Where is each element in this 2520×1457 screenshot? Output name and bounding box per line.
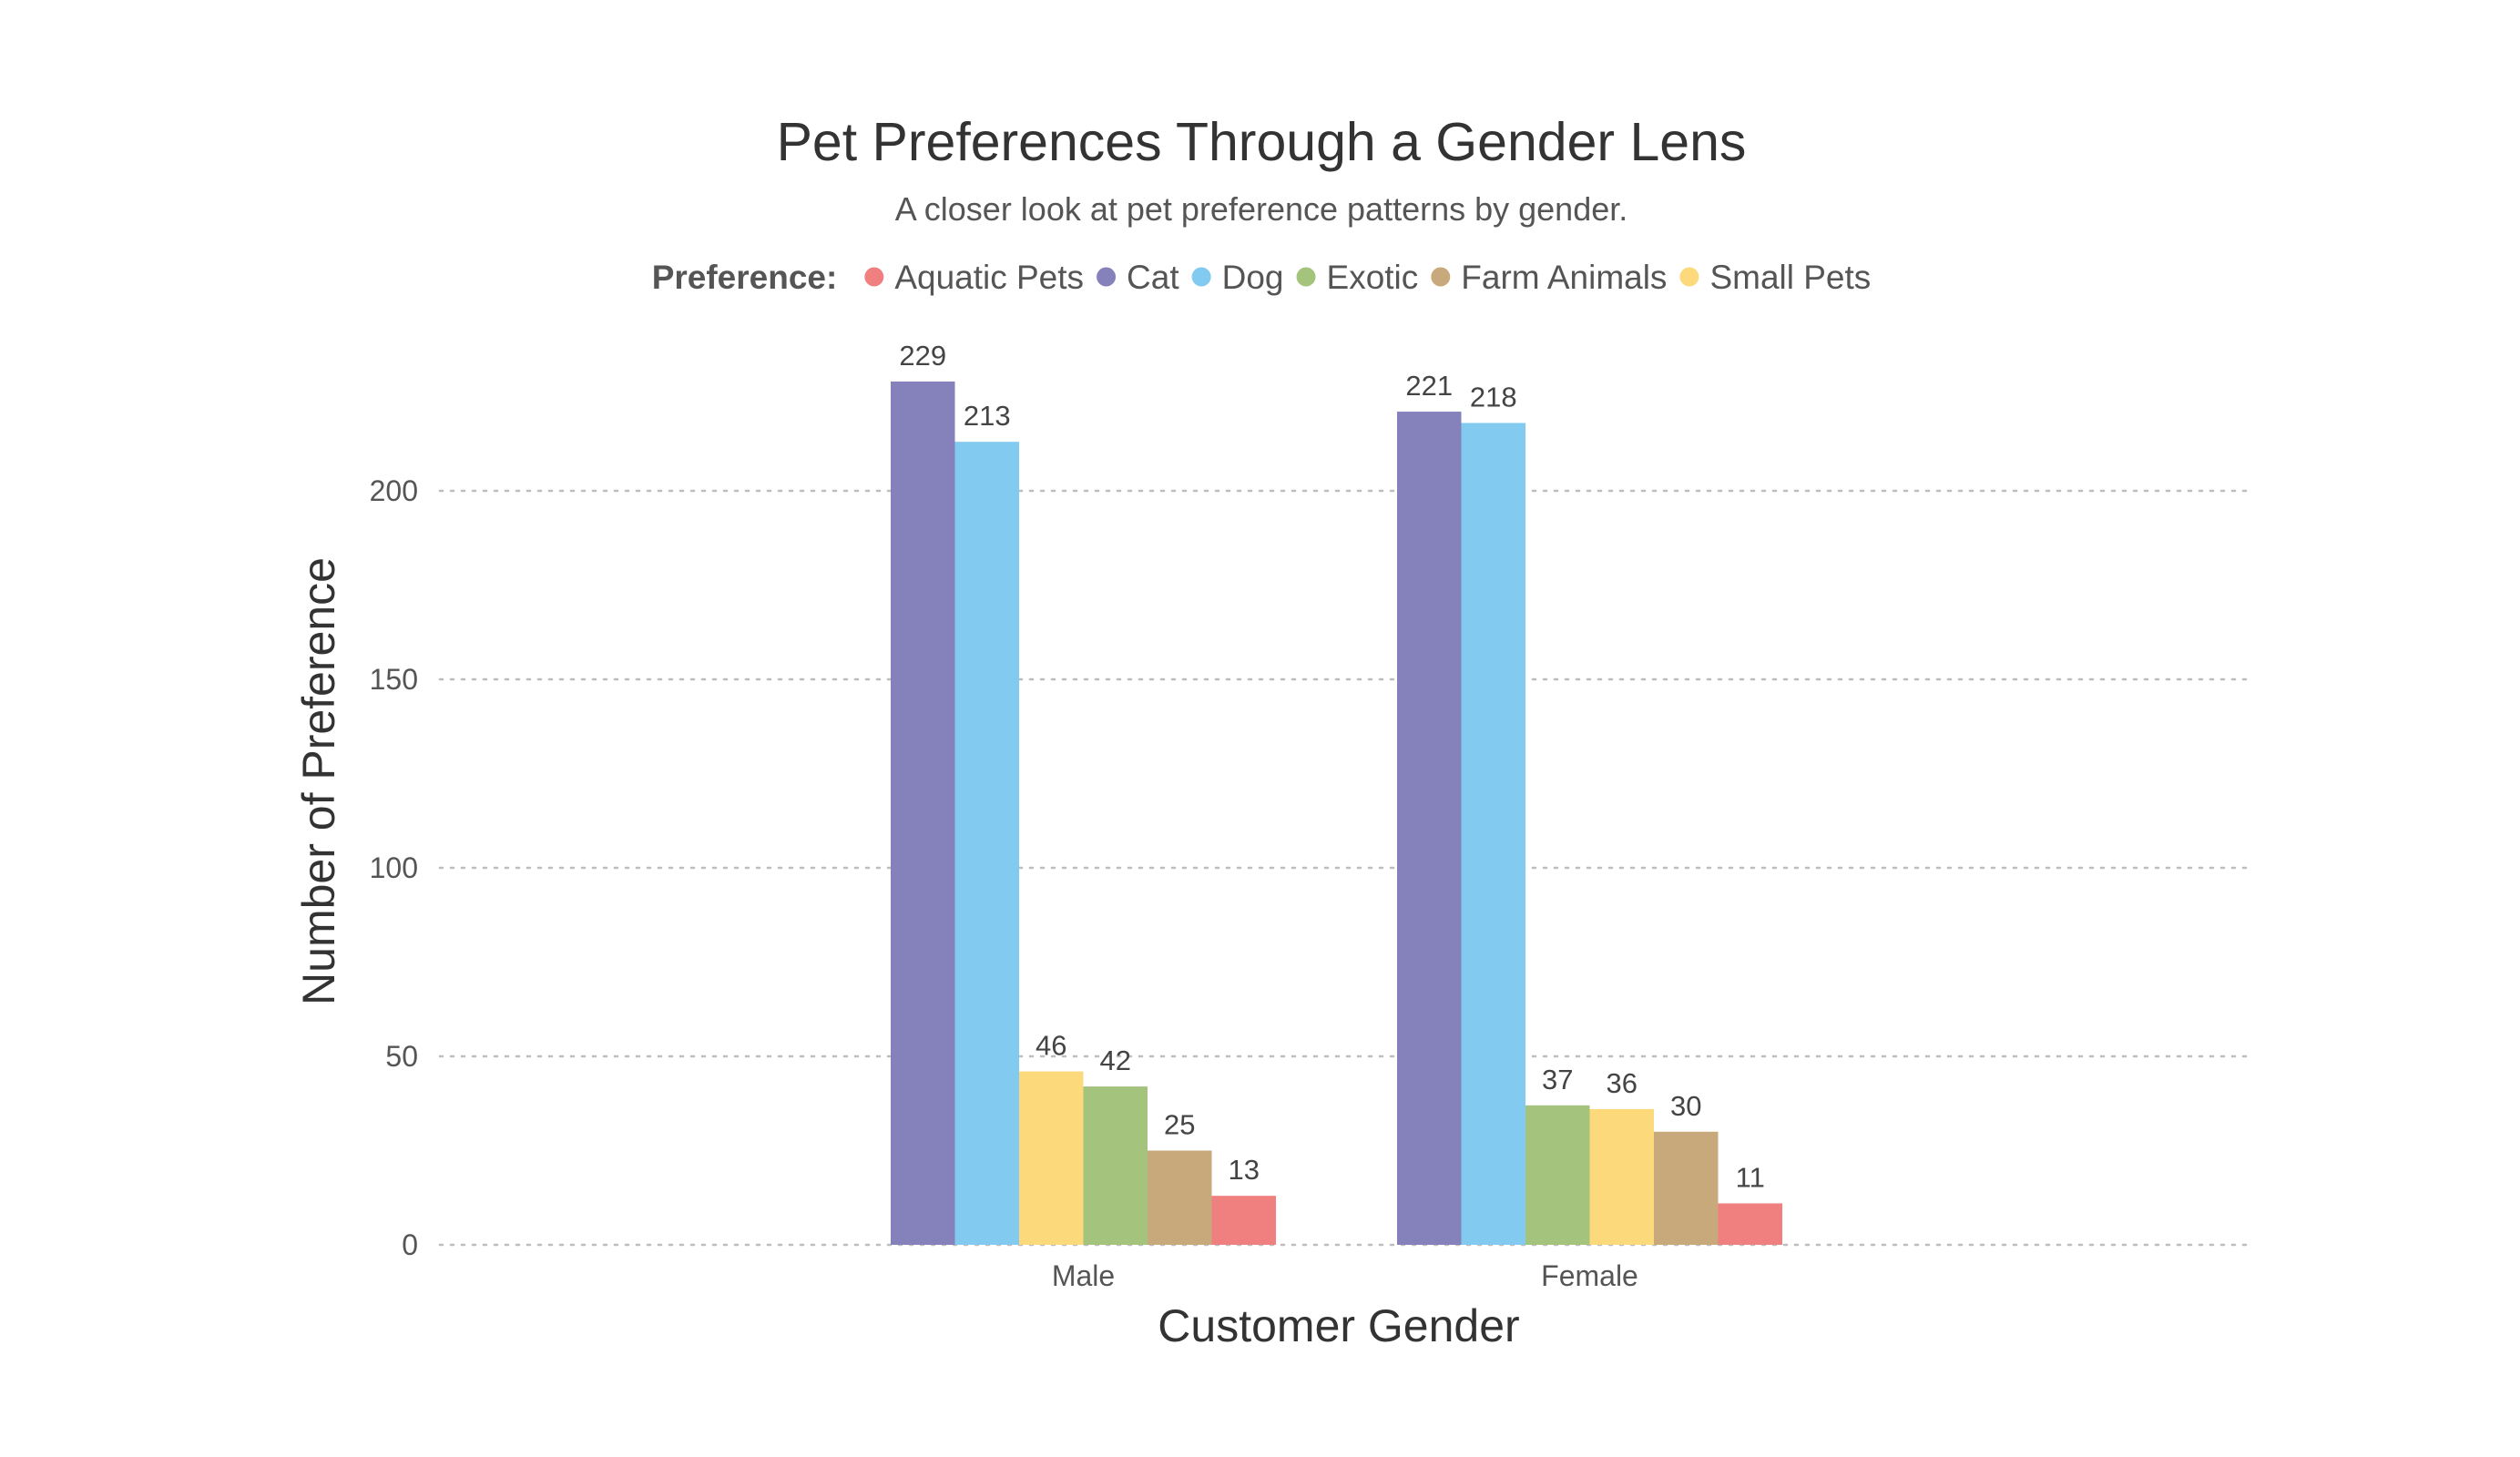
legend: Preference: Aquatic Pets Cat Dog Exotic Farm… bbox=[652, 259, 1872, 296]
data-label-female-exotic: 37 bbox=[1542, 1064, 1573, 1095]
data-label-female-farm-animals: 30 bbox=[1670, 1090, 1701, 1122]
legend-item-aquatic-pets[interactable]: Aquatic Pets bbox=[894, 259, 1084, 296]
bar-female-small-pets bbox=[1589, 1108, 1654, 1245]
x-axis-title: Customer Gender bbox=[1158, 1300, 1519, 1351]
x-tick-label-male: Male bbox=[1052, 1259, 1115, 1292]
bar-male-exotic bbox=[1083, 1086, 1148, 1245]
legend-marker-dog bbox=[1191, 267, 1211, 287]
bars bbox=[891, 381, 1782, 1246]
legend-marker-small-pets bbox=[1679, 267, 1699, 287]
data-label-male-exotic: 42 bbox=[1100, 1044, 1131, 1076]
legend-marker-aquatic-pets bbox=[864, 267, 884, 287]
chart-title: Pet Preferences Through a Gender Lens bbox=[777, 112, 1747, 172]
data-label-female-small-pets: 36 bbox=[1607, 1067, 1637, 1099]
bar-male-small-pets bbox=[1019, 1071, 1084, 1245]
legend-marker-exotic bbox=[1296, 267, 1316, 287]
bar-male-farm-animals bbox=[1148, 1150, 1212, 1245]
data-label-male-dog: 213 bbox=[964, 400, 1011, 432]
bar-male-cat bbox=[891, 381, 955, 1245]
data-labels: 229 213 46 42 25 13 221 218 37 36 30 11 bbox=[899, 340, 1764, 1194]
data-label-male-aquatic-pets: 13 bbox=[1229, 1154, 1260, 1186]
legend-item-cat[interactable]: Cat bbox=[1127, 259, 1179, 296]
bar-male-dog bbox=[954, 442, 1019, 1245]
data-label-male-cat: 229 bbox=[899, 340, 946, 372]
data-label-female-dog: 218 bbox=[1470, 381, 1517, 413]
legend-marker-farm-animals bbox=[1431, 267, 1451, 287]
y-tick-label: 100 bbox=[370, 851, 418, 884]
legend-item-exotic[interactable]: Exotic bbox=[1327, 259, 1419, 296]
legend-item-dog[interactable]: Dog bbox=[1222, 259, 1284, 296]
bar-female-exotic bbox=[1525, 1105, 1590, 1245]
legend-title: Preference: bbox=[652, 259, 838, 296]
data-label-male-small-pets: 46 bbox=[1036, 1030, 1066, 1062]
legend-marker-cat bbox=[1097, 267, 1117, 287]
x-axis-ticks: Male Female bbox=[1052, 1259, 1638, 1292]
data-label-female-cat: 221 bbox=[1405, 370, 1453, 402]
bar-female-cat bbox=[1397, 412, 1462, 1245]
gridlines bbox=[438, 489, 2251, 1247]
legend-item-farm-animals[interactable]: Farm Animals bbox=[1461, 259, 1667, 296]
bar-female-farm-animals bbox=[1654, 1131, 1719, 1245]
legend-item-small-pets[interactable]: Small Pets bbox=[1709, 259, 1871, 296]
y-tick-label: 50 bbox=[385, 1040, 418, 1073]
bar-female-dog bbox=[1461, 423, 1525, 1246]
y-axis-ticks: 0 50 100 150 200 bbox=[370, 474, 418, 1261]
chart-subtitle: A closer look at pet preference patterns… bbox=[895, 190, 1628, 228]
bar-male-aquatic-pets bbox=[1211, 1196, 1276, 1245]
y-tick-label: 0 bbox=[402, 1228, 418, 1261]
x-tick-label-female: Female bbox=[1541, 1259, 1638, 1292]
y-axis-title: Number of Preference bbox=[293, 557, 344, 1005]
data-label-male-farm-animals: 25 bbox=[1164, 1109, 1195, 1141]
bar-female-aquatic-pets bbox=[1718, 1203, 1782, 1245]
y-tick-label: 150 bbox=[370, 663, 418, 696]
data-label-female-aquatic-pets: 11 bbox=[1736, 1161, 1765, 1193]
y-tick-label: 200 bbox=[370, 474, 418, 507]
